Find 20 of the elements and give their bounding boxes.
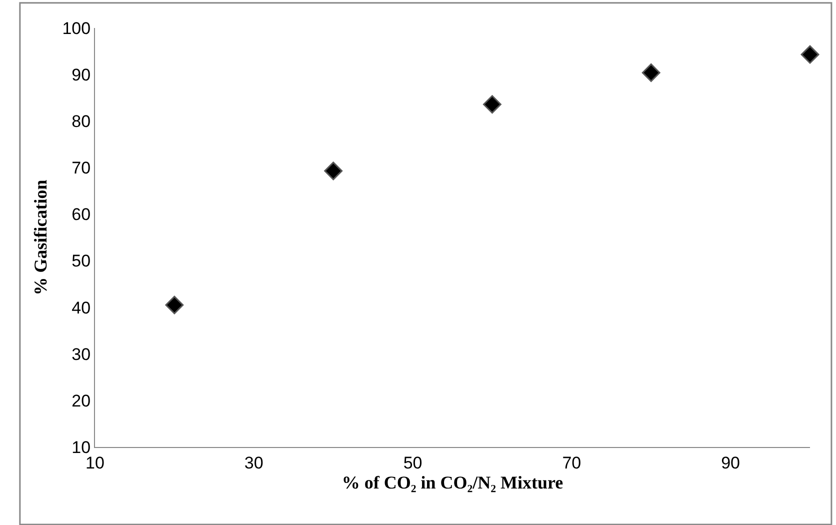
- y-tick-label: 20: [72, 391, 91, 410]
- x-tick-label: 30: [244, 453, 264, 472]
- y-axis-title: % Gasification: [30, 180, 50, 296]
- point: [800, 45, 820, 64]
- y-tick-label: 60: [72, 205, 91, 224]
- y-tick-label: 100: [62, 18, 91, 38]
- y-tick-label: 30: [72, 344, 91, 364]
- x-tick-label: 70: [562, 453, 582, 472]
- y-tick-label: 70: [72, 158, 91, 178]
- point: [324, 162, 343, 180]
- y-tick-label: 90: [72, 66, 91, 85]
- y-tick-label: 40: [72, 298, 91, 318]
- point: [165, 296, 184, 314]
- x-tick-label: 50: [403, 453, 422, 472]
- x-tick-label: 90: [721, 453, 740, 472]
- y-tick-label: 80: [72, 112, 91, 132]
- point: [642, 63, 660, 82]
- y-tick-label: 50: [72, 252, 91, 271]
- x-axis-title: % of CO₂ in CO₂/N₂ Mixture: [342, 472, 564, 492]
- point: [483, 95, 502, 114]
